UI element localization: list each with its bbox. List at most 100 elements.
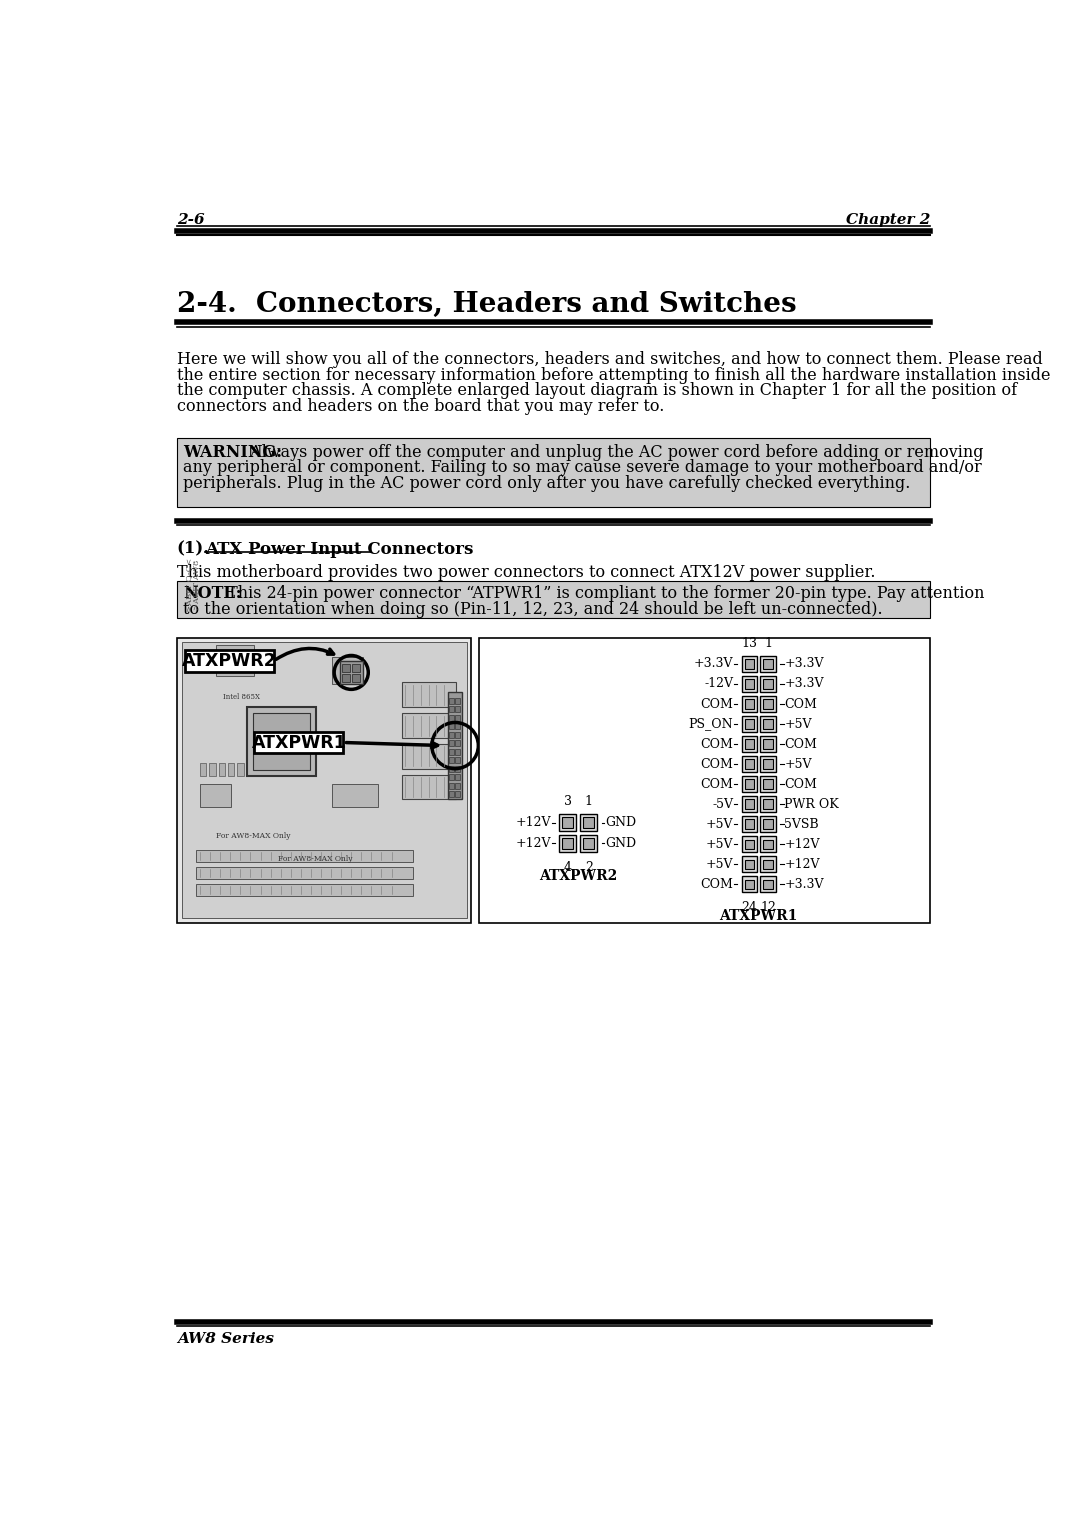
Text: PWR OK: PWR OK bbox=[784, 798, 839, 810]
Text: any peripheral or component. Failing to so may cause severe damage to your mothe: any peripheral or component. Failing to … bbox=[183, 459, 982, 476]
FancyBboxPatch shape bbox=[764, 859, 772, 868]
FancyBboxPatch shape bbox=[764, 879, 772, 888]
FancyBboxPatch shape bbox=[583, 816, 594, 829]
FancyBboxPatch shape bbox=[455, 697, 460, 703]
FancyBboxPatch shape bbox=[745, 800, 754, 809]
FancyBboxPatch shape bbox=[332, 657, 363, 683]
FancyBboxPatch shape bbox=[402, 745, 456, 769]
FancyBboxPatch shape bbox=[449, 723, 454, 729]
FancyBboxPatch shape bbox=[742, 816, 757, 832]
FancyBboxPatch shape bbox=[455, 723, 460, 729]
FancyBboxPatch shape bbox=[218, 763, 225, 777]
FancyBboxPatch shape bbox=[760, 836, 775, 852]
FancyBboxPatch shape bbox=[760, 656, 775, 671]
FancyBboxPatch shape bbox=[764, 839, 772, 849]
Text: +5V: +5V bbox=[784, 717, 812, 731]
FancyBboxPatch shape bbox=[742, 876, 757, 891]
FancyBboxPatch shape bbox=[583, 838, 594, 849]
FancyBboxPatch shape bbox=[455, 740, 460, 746]
FancyBboxPatch shape bbox=[745, 820, 754, 829]
FancyBboxPatch shape bbox=[559, 835, 577, 852]
Text: 2: 2 bbox=[585, 861, 593, 875]
FancyBboxPatch shape bbox=[246, 706, 316, 777]
Text: COM: COM bbox=[700, 878, 733, 891]
FancyBboxPatch shape bbox=[742, 757, 757, 772]
FancyBboxPatch shape bbox=[745, 839, 754, 849]
FancyBboxPatch shape bbox=[764, 820, 772, 829]
Text: 3: 3 bbox=[564, 795, 572, 807]
Text: +12V: +12V bbox=[784, 838, 820, 850]
FancyBboxPatch shape bbox=[745, 659, 754, 668]
Text: peripherals. Plug in the AC power cord only after you have carefully checked eve: peripherals. Plug in the AC power cord o… bbox=[183, 474, 910, 491]
FancyBboxPatch shape bbox=[760, 777, 775, 792]
FancyBboxPatch shape bbox=[745, 720, 754, 729]
Text: +5V: +5V bbox=[705, 858, 733, 870]
FancyBboxPatch shape bbox=[580, 835, 597, 852]
FancyBboxPatch shape bbox=[480, 638, 930, 922]
Text: 2-6: 2-6 bbox=[177, 214, 204, 228]
FancyBboxPatch shape bbox=[352, 664, 360, 671]
FancyBboxPatch shape bbox=[760, 856, 775, 872]
FancyBboxPatch shape bbox=[745, 699, 754, 708]
FancyBboxPatch shape bbox=[339, 661, 363, 683]
FancyBboxPatch shape bbox=[760, 737, 775, 752]
FancyBboxPatch shape bbox=[449, 790, 454, 797]
FancyBboxPatch shape bbox=[580, 813, 597, 832]
FancyBboxPatch shape bbox=[764, 760, 772, 769]
Text: the entire section for necessary information before attempting to finish all the: the entire section for necessary informa… bbox=[177, 367, 1051, 384]
FancyBboxPatch shape bbox=[185, 650, 273, 671]
FancyBboxPatch shape bbox=[449, 697, 454, 703]
Text: +5V: +5V bbox=[705, 818, 733, 830]
FancyBboxPatch shape bbox=[177, 638, 471, 922]
FancyBboxPatch shape bbox=[228, 763, 234, 777]
FancyBboxPatch shape bbox=[216, 645, 255, 676]
FancyBboxPatch shape bbox=[742, 777, 757, 792]
Text: 12: 12 bbox=[760, 901, 777, 914]
FancyBboxPatch shape bbox=[449, 714, 454, 722]
FancyBboxPatch shape bbox=[764, 780, 772, 789]
Text: This motherboard provides two power connectors to connect ATX12V power supplier.: This motherboard provides two power conn… bbox=[177, 564, 876, 581]
FancyBboxPatch shape bbox=[745, 859, 754, 868]
FancyBboxPatch shape bbox=[449, 749, 454, 755]
FancyBboxPatch shape bbox=[745, 740, 754, 749]
Text: For AW8-MAX Only: For AW8-MAX Only bbox=[278, 855, 352, 862]
Text: +12V: +12V bbox=[784, 858, 820, 870]
FancyBboxPatch shape bbox=[449, 774, 454, 780]
FancyBboxPatch shape bbox=[238, 763, 243, 777]
FancyBboxPatch shape bbox=[745, 679, 754, 688]
FancyBboxPatch shape bbox=[177, 581, 930, 618]
Text: COM: COM bbox=[700, 697, 733, 711]
FancyBboxPatch shape bbox=[449, 766, 454, 772]
FancyBboxPatch shape bbox=[253, 713, 310, 771]
Text: GND: GND bbox=[605, 836, 636, 850]
Text: COM: COM bbox=[700, 757, 733, 771]
FancyBboxPatch shape bbox=[455, 783, 460, 789]
FancyBboxPatch shape bbox=[402, 775, 456, 800]
Text: AW8 Series: AW8 Series bbox=[177, 1332, 274, 1347]
FancyBboxPatch shape bbox=[197, 850, 414, 862]
Text: 1: 1 bbox=[764, 638, 772, 650]
FancyBboxPatch shape bbox=[563, 816, 573, 829]
FancyBboxPatch shape bbox=[448, 691, 462, 800]
Text: COM: COM bbox=[784, 778, 818, 790]
FancyBboxPatch shape bbox=[402, 713, 456, 739]
Text: 1: 1 bbox=[584, 795, 593, 807]
Text: ATX Power Input Connectors: ATX Power Input Connectors bbox=[205, 541, 473, 558]
FancyBboxPatch shape bbox=[352, 674, 360, 682]
FancyBboxPatch shape bbox=[742, 836, 757, 852]
Text: COM: COM bbox=[700, 778, 733, 790]
FancyBboxPatch shape bbox=[455, 732, 460, 739]
Text: ATXPWR1: ATXPWR1 bbox=[252, 734, 347, 751]
Text: +3.3V: +3.3V bbox=[693, 657, 733, 670]
FancyBboxPatch shape bbox=[559, 813, 577, 832]
FancyBboxPatch shape bbox=[255, 732, 343, 754]
FancyBboxPatch shape bbox=[200, 784, 231, 807]
FancyBboxPatch shape bbox=[760, 876, 775, 891]
Text: For AW8-MAX Only: For AW8-MAX Only bbox=[216, 832, 291, 839]
Text: 24: 24 bbox=[742, 901, 757, 914]
FancyBboxPatch shape bbox=[455, 766, 460, 772]
FancyBboxPatch shape bbox=[449, 757, 454, 763]
FancyBboxPatch shape bbox=[449, 783, 454, 789]
FancyBboxPatch shape bbox=[197, 884, 414, 896]
FancyBboxPatch shape bbox=[210, 763, 216, 777]
